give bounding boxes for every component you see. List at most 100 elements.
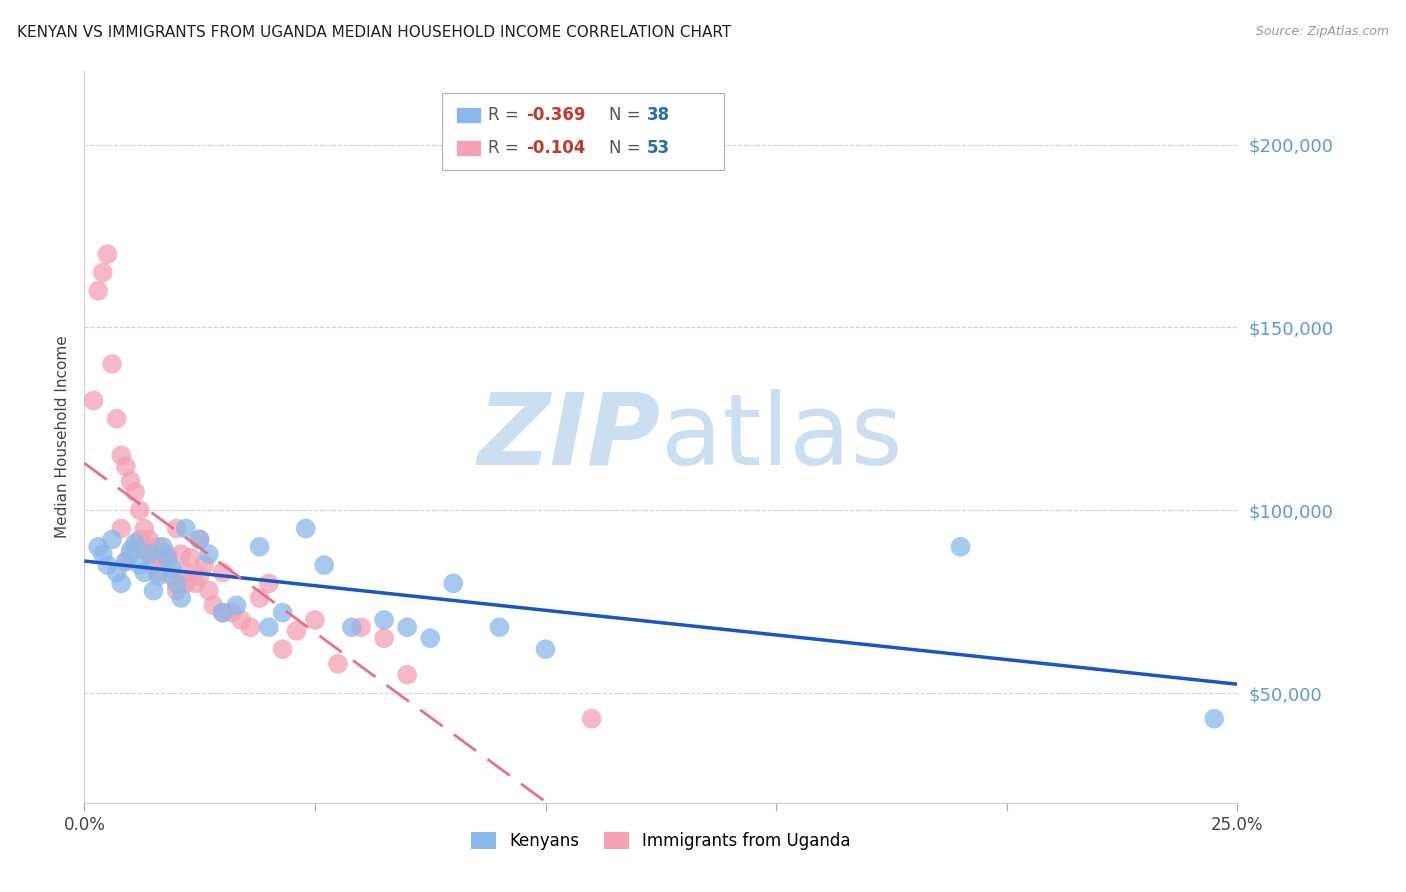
Point — [83, 393, 105, 408]
Point — [134, 566, 156, 580]
Y-axis label: Median Household Income: Median Household Income — [55, 335, 70, 539]
Point — [350, 620, 373, 634]
Point — [138, 547, 160, 561]
Point — [124, 484, 146, 499]
Text: -0.369: -0.369 — [526, 106, 585, 124]
Point — [304, 613, 326, 627]
Text: 53: 53 — [647, 139, 671, 157]
Point — [170, 547, 193, 561]
Point — [188, 533, 211, 547]
Point — [202, 599, 225, 613]
FancyBboxPatch shape — [456, 107, 481, 123]
FancyBboxPatch shape — [441, 94, 724, 170]
Point — [193, 558, 215, 573]
Point — [110, 521, 132, 535]
Point — [134, 521, 156, 535]
Point — [91, 266, 114, 280]
Point — [142, 547, 165, 561]
Point — [271, 642, 294, 657]
Point — [188, 569, 211, 583]
Point — [146, 569, 169, 583]
Point — [949, 540, 972, 554]
Point — [166, 576, 188, 591]
Point — [249, 540, 271, 554]
Point — [91, 547, 114, 561]
Point — [174, 521, 197, 535]
Point — [231, 613, 253, 627]
Point — [96, 247, 118, 261]
Point — [326, 657, 349, 671]
Point — [179, 550, 201, 565]
Point — [211, 566, 233, 580]
Point — [419, 632, 441, 646]
Point — [156, 547, 179, 561]
Point — [174, 576, 197, 591]
Point — [257, 620, 280, 634]
Text: -0.104: -0.104 — [526, 139, 585, 157]
Point — [96, 558, 118, 573]
Point — [128, 503, 150, 517]
Point — [120, 547, 142, 561]
Text: 38: 38 — [647, 106, 671, 124]
Point — [124, 536, 146, 550]
Point — [142, 583, 165, 598]
Point — [115, 554, 138, 568]
Point — [488, 620, 510, 634]
Text: N =: N = — [609, 139, 645, 157]
Point — [198, 547, 221, 561]
Point — [115, 459, 138, 474]
Point — [146, 566, 169, 580]
Point — [120, 543, 142, 558]
Point — [534, 642, 557, 657]
Point — [211, 606, 233, 620]
Point — [128, 533, 150, 547]
Point — [110, 448, 132, 462]
Point — [249, 591, 271, 605]
Point — [294, 521, 316, 535]
Text: atlas: atlas — [661, 389, 903, 485]
Point — [188, 533, 211, 547]
Point — [340, 620, 363, 634]
Point — [396, 620, 419, 634]
Point — [120, 474, 142, 488]
Text: R =: R = — [488, 106, 524, 124]
Point — [184, 576, 207, 591]
Point — [105, 411, 128, 425]
Point — [166, 583, 188, 598]
Point — [239, 620, 262, 634]
Text: KENYAN VS IMMIGRANTS FROM UGANDA MEDIAN HOUSEHOLD INCOME CORRELATION CHART: KENYAN VS IMMIGRANTS FROM UGANDA MEDIAN … — [17, 25, 731, 40]
Point — [156, 558, 179, 573]
Point — [225, 599, 247, 613]
Point — [373, 632, 395, 646]
Point — [271, 606, 294, 620]
Text: R =: R = — [488, 139, 524, 157]
Point — [128, 558, 150, 573]
Point — [373, 613, 395, 627]
Point — [152, 550, 174, 565]
Point — [441, 576, 464, 591]
FancyBboxPatch shape — [456, 140, 481, 156]
Point — [211, 606, 233, 620]
Point — [152, 540, 174, 554]
Point — [174, 566, 197, 580]
Point — [285, 624, 308, 638]
Point — [314, 558, 336, 573]
Point — [115, 554, 138, 568]
Point — [110, 576, 132, 591]
Point — [221, 606, 243, 620]
Text: N =: N = — [609, 106, 645, 124]
Point — [87, 540, 110, 554]
Point — [142, 558, 165, 573]
Point — [134, 540, 156, 554]
Point — [257, 576, 280, 591]
Point — [170, 591, 193, 605]
Point — [101, 357, 124, 371]
Text: ZIP: ZIP — [478, 389, 661, 485]
Legend: Kenyans, Immigrants from Uganda: Kenyans, Immigrants from Uganda — [464, 825, 858, 856]
Point — [138, 533, 160, 547]
Point — [146, 540, 169, 554]
Point — [198, 583, 221, 598]
Point — [581, 712, 603, 726]
Point — [156, 550, 179, 565]
Point — [160, 569, 183, 583]
